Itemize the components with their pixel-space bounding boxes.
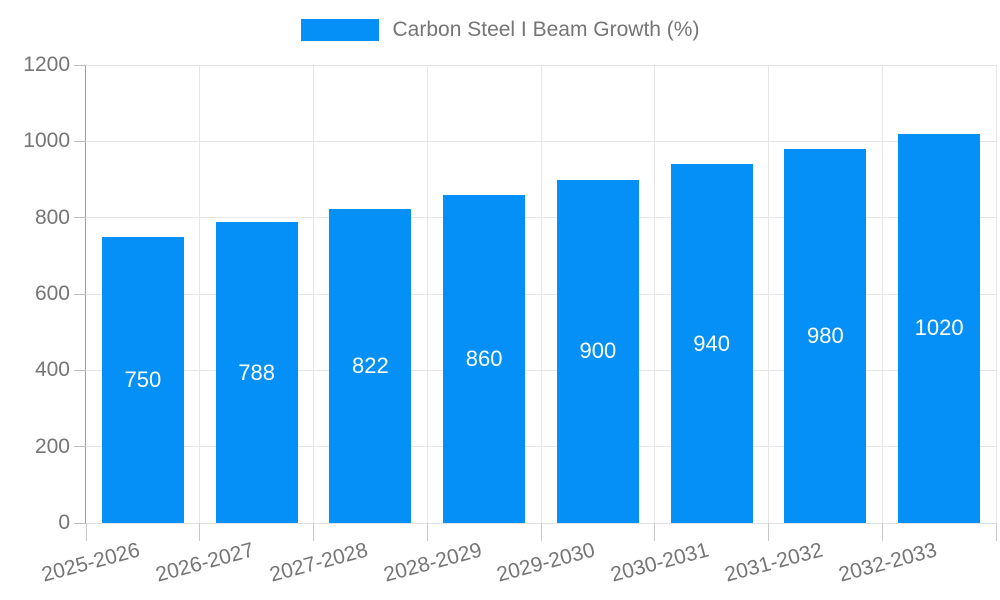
bar-value-label: 980 — [807, 322, 844, 348]
y-axis-tick — [74, 293, 86, 295]
x-axis-label: 2031-2032 — [722, 538, 826, 587]
y-axis-label: 0 — [58, 511, 70, 534]
x-axis-tick — [540, 523, 542, 541]
bar-value-label: 860 — [465, 345, 503, 371]
x-axis-label: 2030-2031 — [608, 538, 712, 587]
bar-2028-2029[interactable]: 860 — [443, 194, 526, 523]
x-axis-tick — [768, 523, 769, 541]
bar-2029-2030[interactable]: 900 — [556, 179, 639, 523]
bar-value-label: 788 — [238, 359, 275, 385]
x-axis-tick — [881, 523, 883, 541]
chart-legend[interactable]: Carbon Steel I Beam Growth (%) — [0, 18, 1000, 42]
x-gridline — [540, 65, 542, 523]
x-gridline — [199, 65, 201, 523]
bar-value-label: 750 — [124, 366, 162, 392]
x-axis-tick — [85, 523, 87, 541]
y-axis-tick — [74, 140, 86, 142]
x-axis-label: 2028-2029 — [381, 538, 484, 587]
x-axis-tick — [199, 523, 201, 541]
x-axis-tick — [313, 523, 314, 541]
x-gridline — [768, 65, 769, 523]
y-axis-label: 1000 — [23, 129, 70, 153]
x-gridline — [426, 65, 428, 523]
bar-2026-2027[interactable]: 788 — [215, 222, 298, 523]
y-axis-tick — [74, 217, 86, 219]
y-axis-label: 800 — [34, 205, 70, 229]
bar-2025-2026[interactable]: 750 — [101, 236, 184, 523]
y-axis-label: 1200 — [23, 53, 70, 76]
bar-value-label: 940 — [693, 330, 730, 356]
bar-2031-2032[interactable]: 980 — [784, 148, 867, 523]
x-axis-label: 2032-2033 — [836, 538, 939, 587]
x-gridline — [881, 65, 883, 523]
y-axis-tick — [74, 64, 86, 66]
x-axis-tick — [654, 523, 656, 541]
y-axis-label: 400 — [34, 358, 70, 382]
x-axis-label: 2027-2028 — [267, 538, 371, 587]
legend-series-label: Carbon Steel I Beam Growth (%) — [392, 18, 700, 41]
legend-marker-swatch — [300, 19, 379, 41]
x-axis-label: 2025-2026 — [39, 538, 143, 587]
y-axis-label: 200 — [34, 434, 70, 458]
bar-value-label: 900 — [579, 338, 617, 364]
bar-value-label: 822 — [352, 353, 389, 379]
y-axis-tick — [74, 446, 86, 448]
x-gridline — [654, 65, 656, 523]
bar-2027-2028[interactable]: 822 — [329, 209, 412, 523]
plot-area: 750 788 822 860 900 940 980 1020 — [74, 64, 997, 541]
x-axis-tick — [995, 523, 997, 541]
y-axis-tick — [74, 522, 86, 524]
x-axis-tick — [426, 523, 428, 541]
bar-value-label: 1020 — [914, 315, 964, 341]
x-gridline — [313, 65, 314, 523]
y-axis-tick — [74, 369, 86, 371]
bar-2030-2031[interactable]: 940 — [670, 164, 753, 523]
x-axis-label: 2026-2027 — [153, 538, 257, 587]
bar-2032-2033[interactable]: 1020 — [898, 133, 981, 523]
x-axis-label: 2029-2030 — [494, 538, 598, 587]
y-axis-label: 600 — [34, 282, 70, 305]
x-gridline — [995, 65, 997, 523]
